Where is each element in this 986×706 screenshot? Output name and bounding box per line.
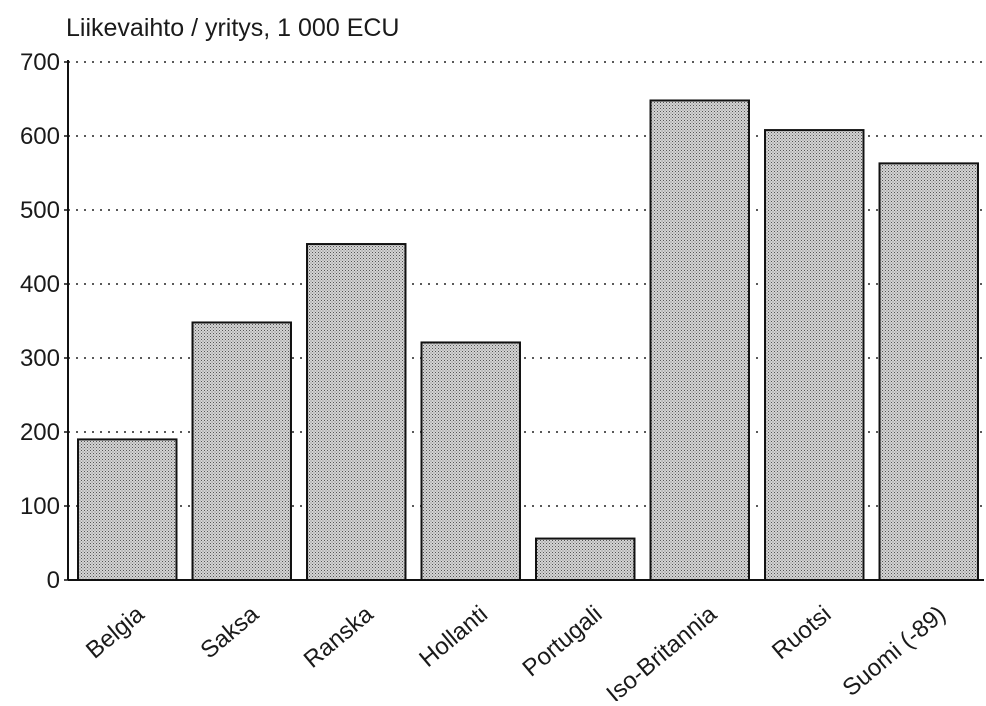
- x-category-label-ranska: Ranska: [299, 600, 379, 673]
- x-category-label-hollanti: Hollanti: [414, 601, 493, 673]
- x-category-label-belgia: Belgia: [81, 600, 150, 664]
- y-tick-label-500: 500: [20, 197, 60, 224]
- x-category-label-saksa: Saksa: [195, 600, 264, 664]
- y-tick-labels: 0 100 200 300 400 500 600 700: [20, 49, 60, 594]
- bar-ranska: [306, 243, 407, 581]
- bar-ruotsi: [764, 129, 865, 582]
- y-axis-title: Liikevaihto / yritys, 1 000 ECU: [66, 14, 399, 42]
- x-category-label-portugali: Portugali: [518, 601, 608, 683]
- bars: [77, 99, 979, 582]
- y-tick-label-700: 700: [20, 49, 60, 76]
- bar-saksa: [191, 321, 292, 581]
- x-category-label-suomi-89-: Suomi (-89): [838, 601, 951, 701]
- axes: [64, 60, 984, 581]
- x-category-label-iso-britannia: Iso-Britannia: [601, 600, 722, 701]
- y-tick-label-600: 600: [20, 123, 60, 150]
- y-tick-label-400: 400: [20, 271, 60, 298]
- y-tick-label-300: 300: [20, 345, 60, 372]
- x-category-labels: Belgia Saksa Ranska Hollanti PortugaliIso-Br…: [81, 600, 951, 706]
- y-tick-label-0: 0: [47, 567, 60, 594]
- bar-suomi-89-: [878, 162, 979, 581]
- bar-hollanti: [420, 341, 521, 581]
- bar-portugali: [535, 537, 636, 581]
- bar-belgia: [77, 438, 178, 581]
- y-tick-label-100: 100: [20, 493, 60, 520]
- x-category-label-ruotsi: Ruotsi: [767, 601, 836, 665]
- bar-iso-britannia: [649, 99, 750, 581]
- y-tick-label-200: 200: [20, 419, 60, 446]
